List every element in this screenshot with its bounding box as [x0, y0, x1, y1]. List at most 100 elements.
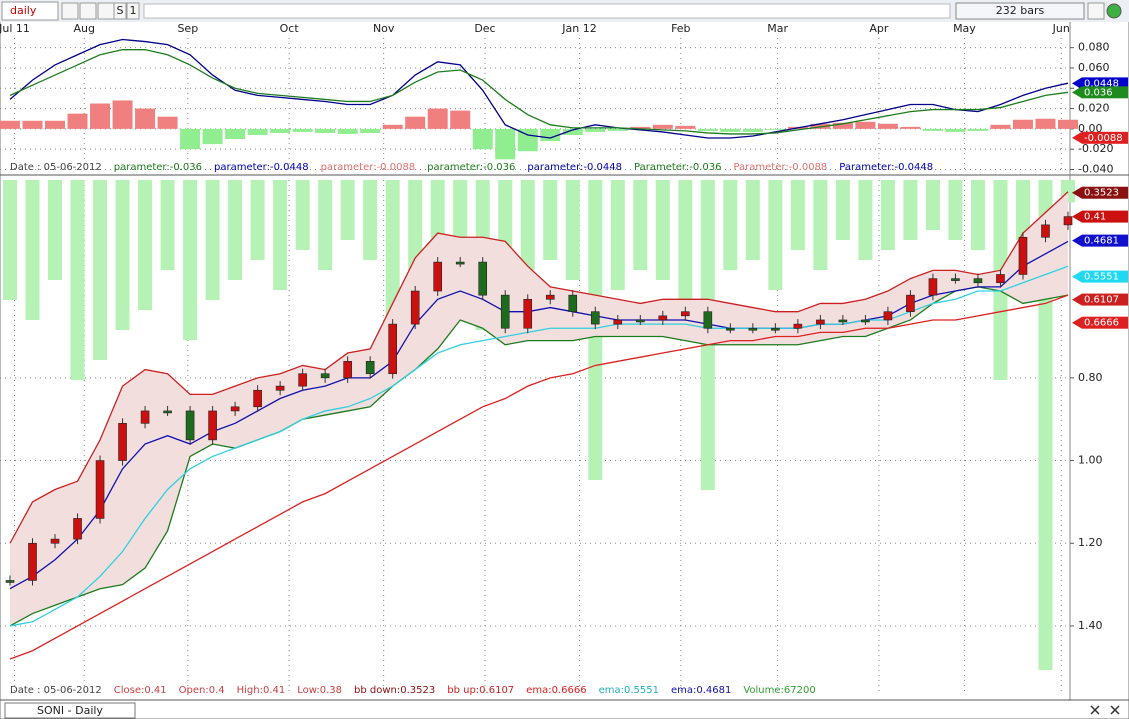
value-box [1082, 316, 1128, 329]
info-text: parameter:-0.036 [427, 162, 515, 173]
volume-bar [183, 180, 198, 340]
volume-bar [138, 180, 153, 310]
y-tick-label: 1.00 [1078, 454, 1103, 467]
histogram-bar [900, 126, 921, 129]
histogram-bar [90, 103, 111, 129]
value-arrow [1072, 234, 1082, 247]
tab[interactable] [4, 702, 136, 719]
tool-button[interactable] [113, 2, 127, 20]
value-arrow [1072, 86, 1082, 99]
value-arrow [1072, 316, 1082, 329]
volume-bar [295, 180, 310, 250]
volume-bar [70, 180, 85, 380]
histogram-bar [720, 128, 741, 132]
info-text: Date : 05-06-2012 [10, 162, 102, 173]
x-tick-label: Nov [373, 22, 395, 35]
candle [388, 323, 397, 375]
histogram-bar [630, 126, 651, 129]
info-text: Parameter:-0.036 [634, 162, 721, 173]
histogram-bar [697, 128, 718, 131]
candle [996, 274, 1005, 284]
info-text: Parameter:-0.0088 [733, 162, 827, 173]
volume-bar [655, 180, 670, 280]
value-label: 0.6107 [1084, 295, 1119, 306]
volume-bar [363, 180, 378, 260]
x-tick-label: Apr [869, 22, 889, 35]
tool-button[interactable] [97, 2, 115, 20]
candle [613, 319, 623, 325]
info-text: Close:0.41 [114, 685, 167, 696]
volume-bar [858, 180, 873, 260]
info-text: parameter:-0.0448 [214, 162, 309, 173]
histogram-bar [652, 124, 673, 129]
volume-bar [565, 180, 580, 280]
volume-bar [970, 180, 985, 250]
toolbar-spacer [143, 3, 951, 19]
indicator-line [9, 49, 1069, 135]
bars-scroller[interactable] [955, 2, 1085, 20]
volume-bar [948, 180, 963, 240]
histogram-bar [112, 100, 133, 129]
histogram-bar [607, 128, 628, 131]
candle [343, 361, 352, 379]
value-box [1082, 270, 1128, 283]
info-text: Open:0.4 [179, 685, 225, 696]
tool-button[interactable] [79, 2, 97, 20]
status-light[interactable] [1106, 3, 1122, 19]
volume-bar [273, 180, 288, 290]
y-tick-label: -0.020 [1078, 142, 1113, 155]
value-label: 0.3523 [1084, 188, 1119, 199]
volume-bar [610, 180, 625, 290]
value-box [1082, 186, 1128, 199]
value-box [1082, 293, 1128, 306]
volume-bar [745, 180, 760, 260]
close-icons[interactable] [1090, 705, 1120, 715]
info-text: bb up:0.6107 [447, 685, 514, 696]
y-tick-label: 0.00 [1078, 122, 1103, 135]
volume-bar [723, 180, 738, 270]
volume-bar [1015, 180, 1030, 240]
histogram-bar [1035, 118, 1056, 129]
candle [118, 423, 127, 461]
volume-bar [3, 180, 17, 300]
value-box [1082, 86, 1128, 99]
button-label: S [117, 4, 124, 17]
value-box [1082, 210, 1128, 223]
volume-bar [430, 180, 445, 240]
info-text: bb down:0.3523 [354, 685, 435, 696]
interval-select[interactable] [1, 1, 59, 21]
volume-bar [835, 180, 850, 240]
tool-button[interactable] [61, 2, 79, 20]
candle [973, 278, 983, 284]
histogram-bar [495, 128, 516, 160]
histogram-bar [405, 116, 426, 129]
x-tick-label: Oct [280, 22, 300, 35]
tool-button[interactable] [126, 2, 140, 20]
indicator-line [9, 286, 1069, 627]
histogram-bar [877, 123, 898, 129]
histogram-bar [22, 120, 43, 129]
value-label: 0.4681 [1084, 236, 1119, 247]
y-tick-label: -0.040 [1078, 162, 1113, 175]
candle [1018, 236, 1028, 275]
candle [883, 311, 893, 321]
y-tick-label: 1.40 [1078, 619, 1103, 632]
info-text: Low:0.38 [297, 685, 342, 696]
histogram-bar [540, 128, 561, 142]
volume-bar [250, 180, 265, 260]
bars-count: 232 bars [996, 4, 1045, 17]
interval-label: daily [10, 4, 37, 17]
scroll-button[interactable] [1087, 2, 1105, 20]
candle [320, 373, 330, 379]
histogram-bar [675, 125, 696, 129]
candle [635, 319, 645, 323]
candle [1041, 224, 1050, 238]
value-arrow [1072, 270, 1082, 283]
value-box [1082, 131, 1128, 144]
info-text: ema:0.6666 [526, 685, 586, 696]
info-text: parameter:-0.0448 [527, 162, 622, 173]
histogram-bar [157, 116, 178, 129]
histogram-bar [135, 108, 156, 129]
histogram-bar [337, 128, 358, 134]
